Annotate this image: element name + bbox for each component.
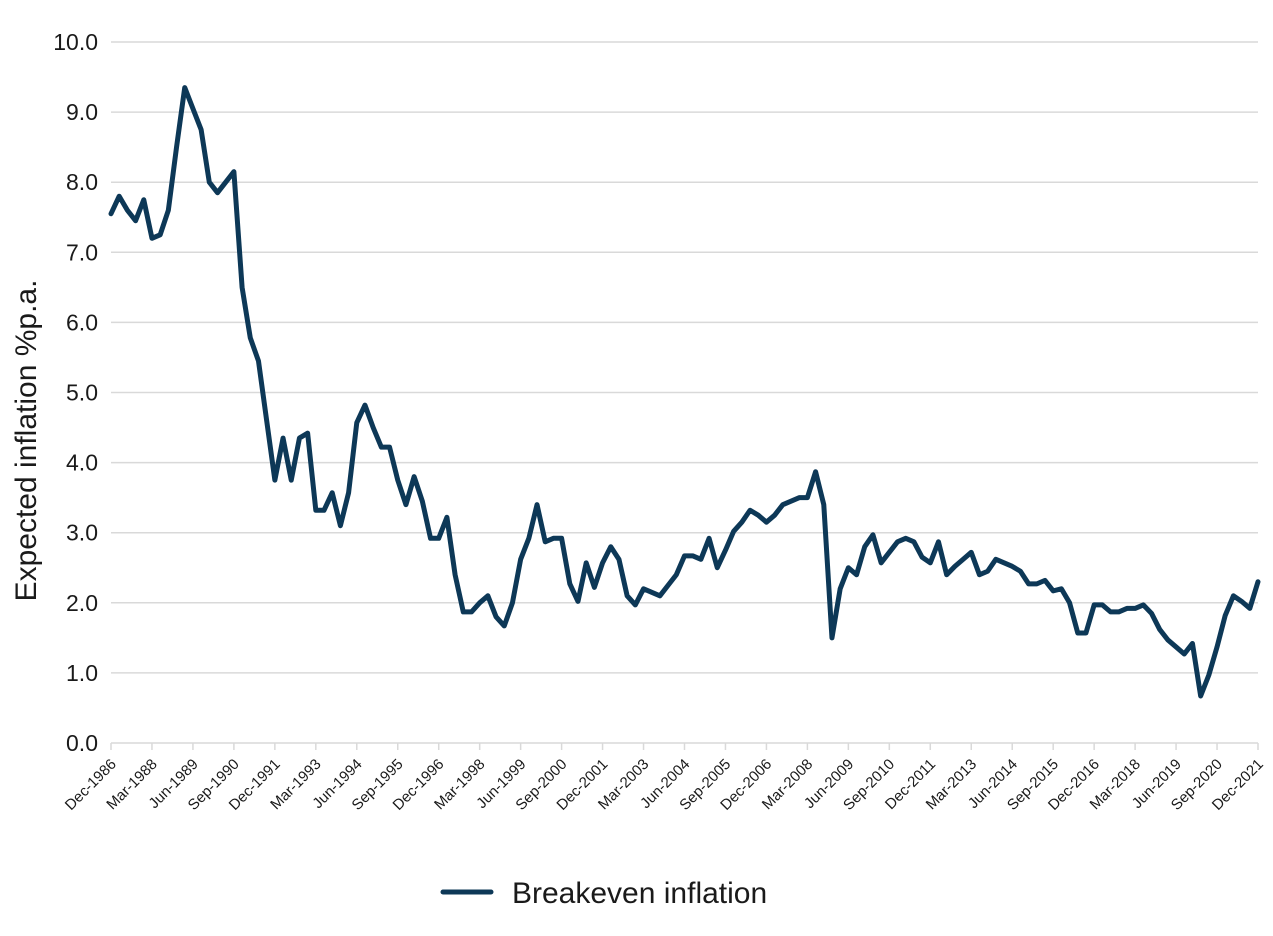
y-tick-label: 3.0: [66, 520, 98, 546]
y-axis-title: Expected inflation %p.a.: [10, 280, 43, 602]
legend-label-breakeven-inflation: Breakeven inflation: [512, 877, 767, 910]
y-tick-label: 5.0: [66, 380, 98, 406]
y-tick-label: 4.0: [66, 450, 98, 476]
y-axis-tick-labels: 0.0 1.0 2.0 3.0 4.0 5.0 6.0 7.0 8.0 9.0 10.0: [53, 29, 98, 756]
breakeven-inflation-line: [108, 85, 1261, 699]
y-tick-label: 2.0: [66, 590, 98, 616]
legend: Breakeven inflation: [440, 877, 767, 910]
y-tick-label: 6.0: [66, 309, 98, 335]
y-tick-label: 9.0: [66, 99, 98, 125]
x-axis-tick-labels: Dec-1986Mar-1988Jun-1989Sep-1990Dec-1991…: [62, 756, 1267, 814]
gridlines: [111, 41, 1258, 674]
y-tick-label: 8.0: [66, 169, 98, 195]
y-tick-label: 7.0: [66, 239, 98, 265]
y-tick-label: 0.0: [66, 730, 98, 756]
y-tick-label: 10.0: [53, 29, 98, 55]
y-tick-label: 1.0: [66, 660, 98, 686]
x-axis-ticks: [110, 743, 1259, 750]
